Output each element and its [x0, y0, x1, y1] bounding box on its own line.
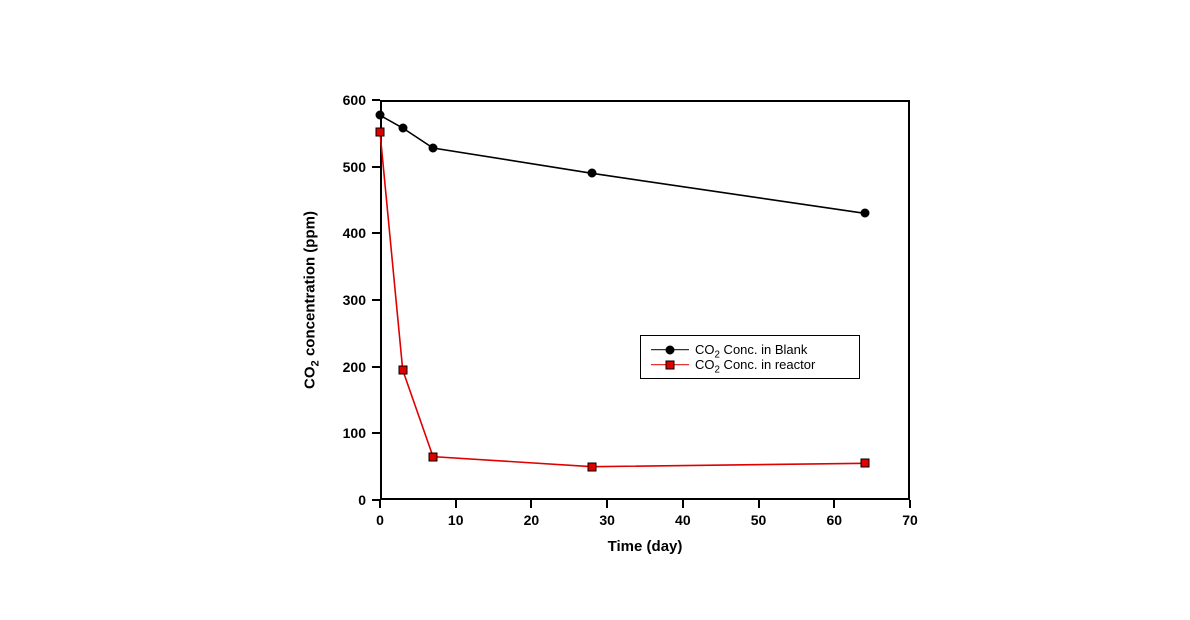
x-tick	[379, 500, 381, 508]
x-tick	[682, 500, 684, 508]
series-marker	[429, 144, 438, 153]
series-marker	[860, 209, 869, 218]
legend-swatch	[651, 343, 689, 357]
y-tick-label: 200	[332, 359, 366, 375]
x-tick-label: 50	[751, 512, 767, 528]
x-tick-label: 70	[902, 512, 918, 528]
plot-area	[380, 100, 910, 500]
series-marker	[588, 169, 597, 178]
y-axis-label: CO2 concentration (ppm)	[302, 211, 319, 389]
x-tick	[455, 500, 457, 508]
legend: CO2 Conc. in BlankCO2 Conc. in reactor	[640, 335, 860, 379]
series-marker	[398, 366, 407, 375]
legend-label: CO2 Conc. in reactor	[695, 357, 815, 372]
x-tick	[909, 500, 911, 508]
y-tick-label: 400	[332, 225, 366, 241]
x-tick	[833, 500, 835, 508]
x-tick-label: 20	[524, 512, 540, 528]
y-tick	[372, 299, 380, 301]
series-marker	[429, 452, 438, 461]
legend-swatch	[651, 358, 689, 372]
y-tick	[372, 99, 380, 101]
series-marker	[398, 124, 407, 133]
y-tick	[372, 166, 380, 168]
series-marker	[376, 128, 385, 137]
x-tick-label: 0	[376, 512, 384, 528]
legend-row: CO2 Conc. in reactor	[651, 357, 849, 372]
series-marker	[376, 111, 385, 120]
series-marker	[588, 462, 597, 471]
x-tick-label: 10	[448, 512, 464, 528]
y-tick-label: 0	[332, 492, 366, 508]
y-tick	[372, 232, 380, 234]
x-tick	[606, 500, 608, 508]
x-tick	[758, 500, 760, 508]
x-tick-label: 30	[599, 512, 615, 528]
y-tick-label: 300	[332, 292, 366, 308]
y-tick-label: 100	[332, 425, 366, 441]
y-tick	[372, 499, 380, 501]
legend-label: CO2 Conc. in Blank	[695, 342, 807, 357]
x-axis-label: Time (day)	[608, 538, 683, 555]
y-tick-label: 500	[332, 159, 366, 175]
x-tick	[530, 500, 532, 508]
legend-row: CO2 Conc. in Blank	[651, 342, 849, 357]
y-tick	[372, 366, 380, 368]
x-tick-label: 40	[675, 512, 691, 528]
series-marker	[860, 459, 869, 468]
x-tick-label: 60	[826, 512, 842, 528]
co2-chart: 0 10 20 30 40 50 60 70 0 100 200 300 400 500 600 Time …	[0, 0, 1190, 620]
y-tick-label: 600	[332, 92, 366, 108]
y-tick	[372, 432, 380, 434]
